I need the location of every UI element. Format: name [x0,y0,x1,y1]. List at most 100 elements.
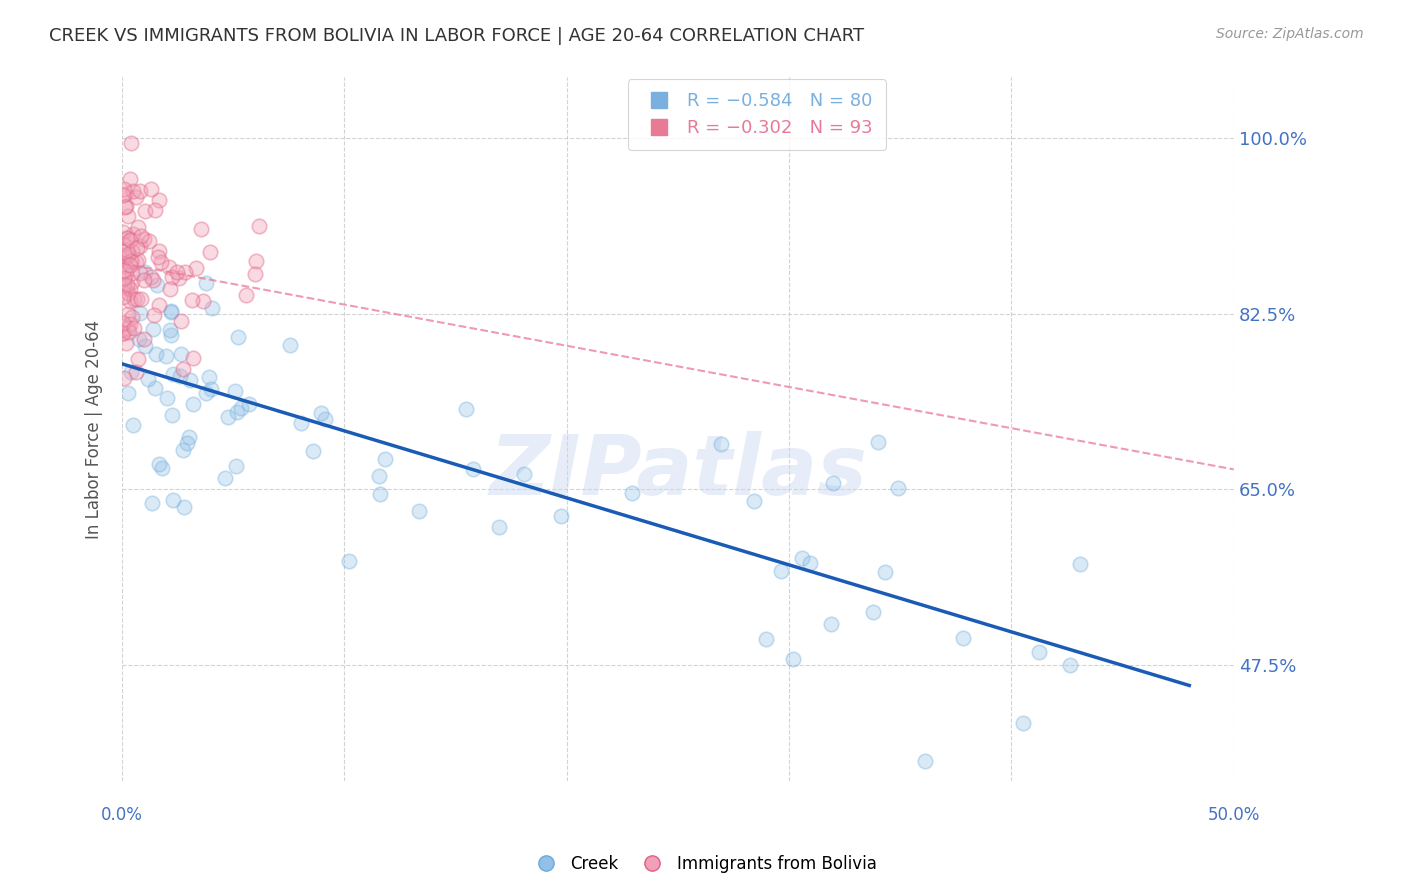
Point [159,323,181,337]
Point [120,283,142,297]
Point [790,551,813,566]
Point [148,244,170,259]
Point [200,245,222,260]
Point [172,362,194,376]
Point [513,467,536,481]
Point [112,326,135,340]
Point [121,267,143,281]
Point [456,402,478,417]
Point [160,328,183,343]
Point [149,255,172,269]
Point [156,391,179,405]
Point [337,554,360,568]
Point [143,381,166,395]
Point [198,370,221,384]
Point [782,651,804,665]
Point [134,232,156,246]
Point [160,305,183,319]
Point [166,265,188,279]
Point [868,434,890,449]
Point [120,294,142,309]
Point [121,275,143,289]
Point [744,493,766,508]
Point [120,365,142,379]
Legend: R = −0.584   N = 80, R = −0.302   N = 93: R = −0.584 N = 80, R = −0.302 N = 93 [628,79,886,150]
Point [128,333,150,347]
Y-axis label: In Labor Force | Age 20-64: In Labor Force | Age 20-64 [86,319,103,539]
Point [1028,645,1050,659]
Point [184,261,207,276]
Point [1012,715,1035,730]
Point [176,435,198,450]
Legend: Creek, Immigrants from Bolivia: Creek, Immigrants from Bolivia [522,848,884,880]
Point [190,222,212,236]
Point [488,520,510,534]
Point [301,444,323,458]
Point [114,186,136,201]
Point [148,457,170,471]
Point [121,184,143,198]
Point [754,632,776,647]
Point [463,462,485,476]
Point [217,409,239,424]
Point [231,401,253,416]
Point [820,617,842,632]
Point [120,258,142,272]
Point [146,250,169,264]
Point [114,371,136,385]
Point [148,193,170,207]
Point [120,136,142,150]
Point [238,397,260,411]
Point [550,508,572,523]
Point [134,339,156,353]
Point [159,282,181,296]
Point [181,351,204,365]
Point [620,485,643,500]
Point [115,231,138,245]
Point [162,367,184,381]
Point [115,277,138,292]
Point [821,475,844,490]
Point [129,292,152,306]
Point [117,307,139,321]
Point [145,278,167,293]
Point [139,270,162,285]
Point [170,347,193,361]
Point [952,631,974,645]
Point [112,237,135,252]
Point [112,187,135,202]
Point [710,436,733,450]
Point [118,326,141,340]
Point [125,292,148,306]
Point [112,316,135,330]
Text: 50.0%: 50.0% [1208,806,1260,824]
Point [160,270,183,285]
Point [167,270,190,285]
Point [1059,658,1081,673]
Point [1069,557,1091,571]
Point [914,754,936,768]
Point [127,352,149,367]
Text: CREEK VS IMMIGRANTS FROM BOLIVIA IN LABOR FORCE | AGE 20-64 CORRELATION CHART: CREEK VS IMMIGRANTS FROM BOLIVIA IN LABO… [49,27,865,45]
Point [117,248,139,262]
Text: 0.0%: 0.0% [101,806,143,824]
Point [245,267,267,281]
Point [122,418,145,433]
Point [200,382,222,396]
Point [120,254,142,268]
Point [769,565,792,579]
Point [117,247,139,261]
Point [214,471,236,485]
Point [117,209,139,223]
Point [150,461,173,475]
Point [121,310,143,325]
Point [235,287,257,301]
Point [193,294,215,309]
Point [181,293,204,307]
Point [117,320,139,334]
Point [200,301,222,315]
Point [134,265,156,279]
Point [280,338,302,352]
Point [129,229,152,244]
Point [115,243,138,257]
